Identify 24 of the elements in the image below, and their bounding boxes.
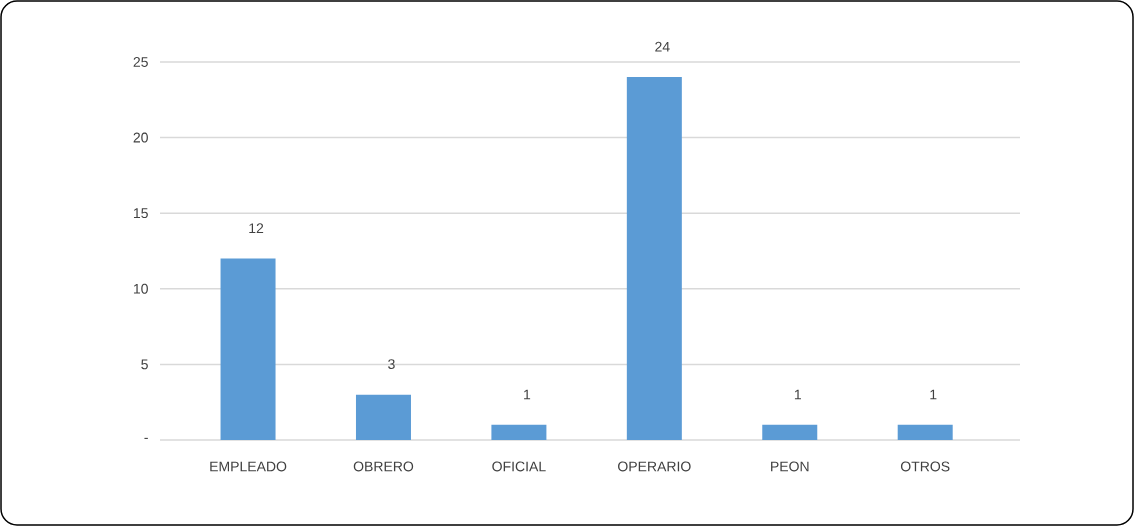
y-tick-label: 20 <box>133 132 148 143</box>
x-tick-label: OBRERO <box>353 461 414 472</box>
x-tick-label: OTROS <box>900 461 950 472</box>
data-label: 24 <box>655 41 670 52</box>
x-tick-label: PEON <box>771 461 809 472</box>
bar <box>355 394 411 440</box>
data-label: 12 <box>249 223 264 234</box>
data-label: 1 <box>524 389 531 400</box>
x-tick-label: OPERARIO <box>618 461 691 472</box>
y-tick-label: 25 <box>133 57 148 67</box>
data-label: 3 <box>388 359 395 370</box>
bar <box>626 77 682 440</box>
bar <box>220 258 276 440</box>
x-tick-label: EMPLEADO <box>210 461 287 472</box>
y-tick-label: 5 <box>141 359 148 370</box>
x-tick-label: OFICIAL <box>492 461 546 472</box>
data-label: 1 <box>794 389 801 400</box>
y-tick-label: 10 <box>133 283 148 294</box>
bar <box>491 424 547 440</box>
bar <box>897 424 953 440</box>
y-tick-label: - <box>144 437 148 439</box>
bar <box>762 424 818 440</box>
data-label: 1 <box>930 389 937 400</box>
y-tick-label: 15 <box>133 208 148 219</box>
